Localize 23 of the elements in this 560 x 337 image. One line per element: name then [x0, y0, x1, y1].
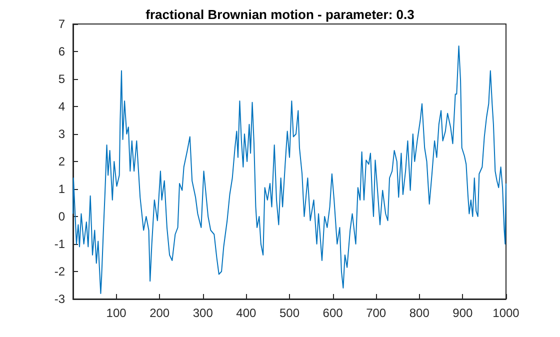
y-tick-label: 1	[58, 182, 66, 196]
x-tick-label: 300	[192, 306, 214, 320]
y-tick-label: -1	[54, 237, 66, 251]
x-tick-label: 400	[236, 306, 257, 320]
y-tick-label: 6	[58, 44, 66, 58]
y-tick-label: 0	[58, 210, 66, 224]
x-tick-label: 200	[150, 306, 170, 320]
chart-title: fractional Brownian motion - parameter: 0.3	[146, 7, 414, 22]
y-tick-label: 3	[58, 127, 66, 141]
y-tick-label: -3	[54, 292, 66, 306]
y-tick-label: 5	[58, 72, 66, 86]
x-tick-label: 1000	[492, 306, 520, 320]
line-series	[72, 46, 506, 294]
y-tick-label: 7	[58, 17, 66, 31]
y-tick-label: 2	[58, 154, 66, 168]
x-tick-label: 800	[409, 306, 430, 320]
y-tick-label: -2	[54, 264, 66, 278]
x-tick-label: 500	[279, 306, 300, 320]
x-tick-label: 900	[452, 306, 474, 320]
y-tick-label: 4	[58, 100, 66, 114]
x-tick-label: 600	[322, 306, 344, 320]
x-tick-label: 700	[366, 306, 386, 320]
x-tick-label: 100	[106, 306, 127, 320]
